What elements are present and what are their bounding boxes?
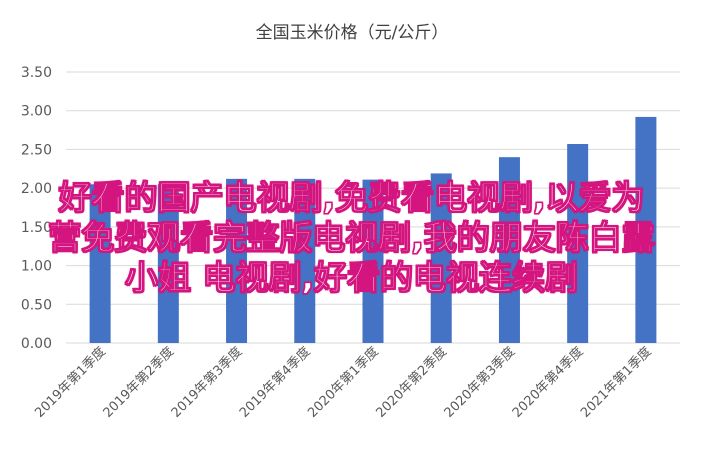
x-tick-label: 2020年第2季度 — [373, 344, 450, 421]
y-tick-label: 0.00 — [21, 336, 52, 352]
y-tick-label: 3.00 — [21, 104, 52, 120]
y-tick-label: 1.00 — [21, 259, 52, 275]
bar — [294, 178, 316, 343]
x-tick-label: 2019年第1季度 — [32, 344, 109, 421]
x-tick-label: 2019年第4季度 — [236, 344, 313, 421]
bar — [635, 116, 657, 343]
bars — [89, 116, 657, 343]
bar — [157, 184, 179, 343]
x-axis-ticks: 2019年第1季度2019年第2季度2019年第3季度2019年第4季度2020… — [32, 344, 655, 421]
bar — [498, 157, 520, 343]
x-tick-label: 2020年第3季度 — [441, 344, 518, 421]
x-tick-label: 2020年第4季度 — [509, 344, 586, 421]
x-tick-label: 2021年第1季度 — [577, 344, 654, 421]
bar — [226, 178, 248, 343]
y-tick-label: 3.50 — [21, 65, 52, 81]
y-tick-label: 2.50 — [21, 142, 52, 158]
chart-title: 全国玉米价格（元/公斤） — [256, 23, 449, 43]
y-axis-ticks: 0.00 0.50 1.00 1.50 2.00 2.50 3.00 3.50 — [21, 65, 52, 352]
y-tick-label: 2.00 — [21, 181, 52, 197]
x-tick-label: 2019年第2季度 — [100, 344, 177, 421]
y-tick-label: 1.50 — [21, 220, 52, 236]
x-tick-label: 2020年第1季度 — [304, 344, 381, 421]
bar — [362, 179, 384, 343]
bar — [567, 144, 589, 343]
x-tick-label: 2019年第3季度 — [168, 344, 245, 421]
y-tick-label: 0.50 — [21, 297, 52, 313]
bar — [89, 184, 111, 343]
bar — [430, 173, 452, 343]
